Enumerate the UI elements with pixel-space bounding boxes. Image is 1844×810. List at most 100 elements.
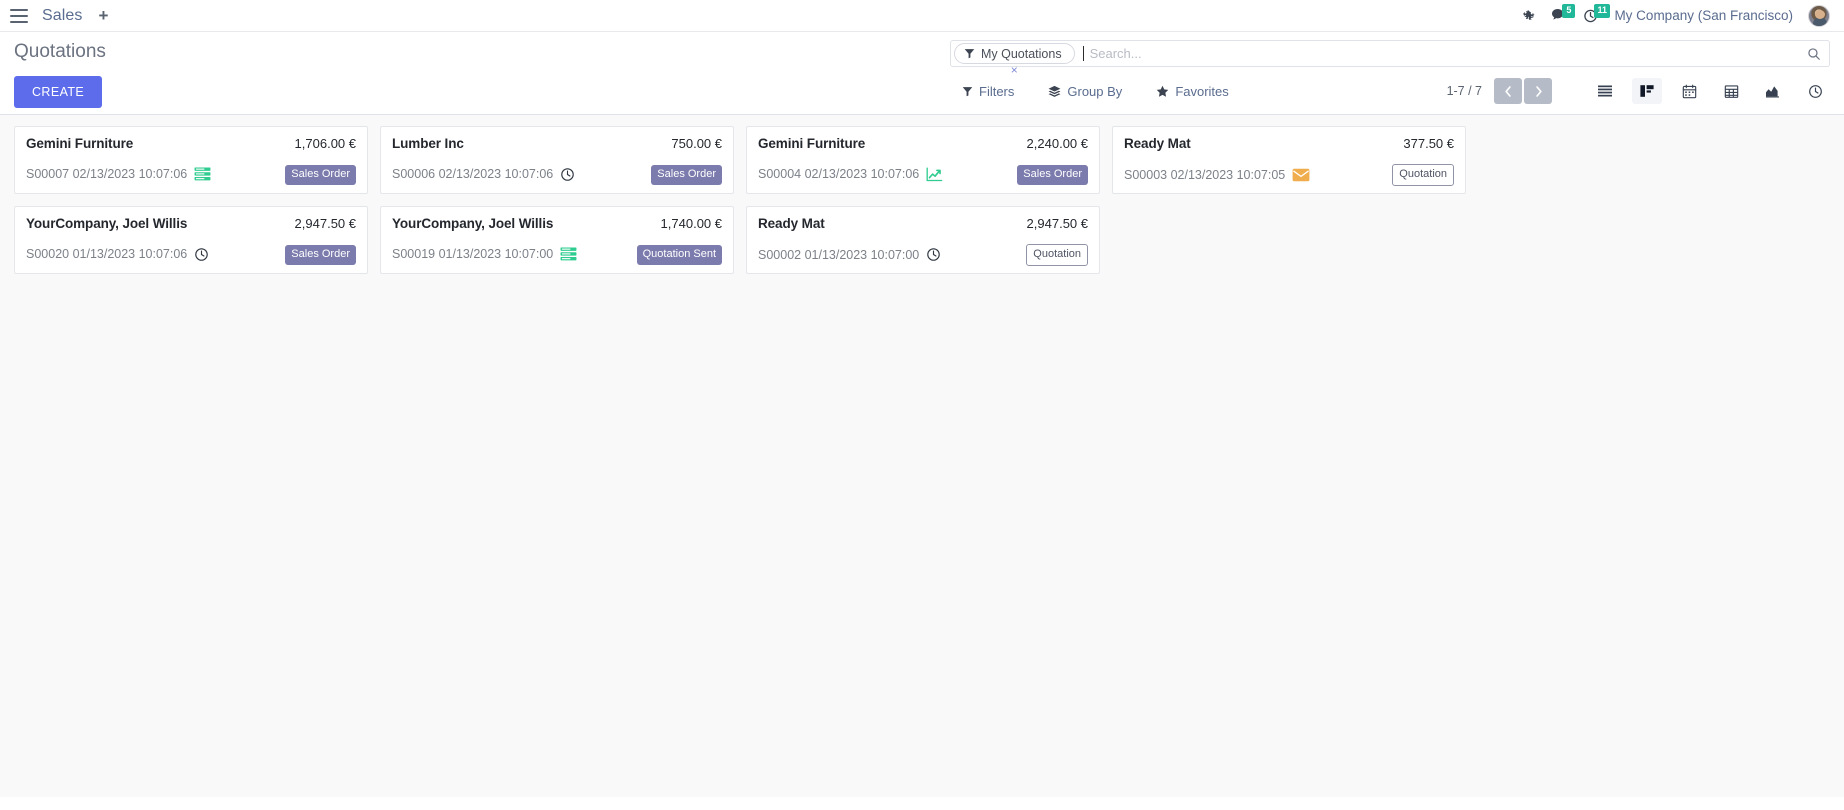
- search-facet-remove-icon[interactable]: ×: [1010, 63, 1018, 77]
- kanban-card-activity-clock-icon[interactable]: [194, 247, 209, 262]
- view-list-button[interactable]: [1590, 78, 1620, 104]
- kanban-card[interactable]: Gemini Furniture 1,706.00 € S00007 02/13/2…: [14, 125, 368, 194]
- kanban-card[interactable]: Ready Mat 2,947.50 € S00002 01/13/2023 10:…: [746, 205, 1100, 274]
- search-icon[interactable]: [1807, 47, 1821, 61]
- clock-icon: [195, 248, 209, 261]
- kanban-card-amount: 1,706.00 €: [294, 135, 356, 151]
- search-facet-my-quotations[interactable]: My Quotations ×: [954, 43, 1075, 76]
- kanban-card-reference: S00007 02/13/2023 10:07:06: [26, 167, 188, 182]
- kanban-card[interactable]: YourCompany, Joel Willis 1,740.00 € S00019…: [380, 205, 734, 274]
- status-badge: Sales Order: [651, 164, 722, 185]
- kanban-card-header: Gemini Furniture 2,240.00 €: [758, 136, 1088, 151]
- navbar-right: 5 11 My Company (San Francisco): [1522, 3, 1830, 27]
- view-pivot-button[interactable]: [1716, 78, 1746, 104]
- kanban-card-partner: Ready Mat: [758, 215, 825, 231]
- top-navbar: Sales + 5 11 My Company (San Francisco): [0, 0, 1844, 32]
- status-badge: Quotation Sent: [636, 244, 722, 265]
- messages-icon[interactable]: 5: [1551, 4, 1576, 23]
- status-badge: Sales Order: [1017, 164, 1088, 185]
- navbar-left: Sales +: [10, 7, 110, 25]
- filters-menu[interactable]: Filters: [962, 84, 1014, 99]
- status-badge: Quotation: [1026, 243, 1088, 266]
- kanban-card-state: Quotation: [1392, 163, 1454, 186]
- user-avatar[interactable]: [1808, 4, 1830, 27]
- create-button[interactable]: CREATE: [14, 75, 103, 108]
- search-input[interactable]: [1082, 46, 1807, 61]
- kanban-card-activity-green-list-icon[interactable]: [560, 247, 577, 261]
- kanban-card-amount: 1,740.00 €: [660, 215, 722, 231]
- kanban-card[interactable]: Gemini Furniture 2,240.00 € S00004 02/13/2…: [746, 125, 1100, 194]
- kanban-card-state: Quotation Sent: [636, 244, 722, 265]
- green-list-icon: [560, 247, 577, 261]
- kanban-card-reference: S00020 01/13/2023 10:07:06: [26, 247, 188, 262]
- kanban-card[interactable]: YourCompany, Joel Willis 2,947.50 € S00020…: [14, 205, 368, 274]
- page-title: Quotations: [14, 41, 106, 62]
- pager-and-views: 1-7 / 7: [1447, 78, 1830, 104]
- kanban-card-reference: S00002 01/13/2023 10:07:00: [758, 247, 920, 262]
- view-activity-button[interactable]: [1800, 78, 1830, 104]
- kanban-card-amount: 2,240.00 €: [1026, 135, 1088, 151]
- filters-menu-label: Filters: [979, 83, 1015, 99]
- kanban-card-partner: Lumber Inc: [392, 135, 464, 151]
- favorites-menu-label: Favorites: [1175, 83, 1229, 99]
- bug-icon[interactable]: [1522, 9, 1536, 23]
- activities-clock-icon[interactable]: 11: [1583, 3, 1610, 24]
- kanban-card-activity-orange-envelope-icon[interactable]: [1292, 168, 1310, 182]
- kanban-card-reference: S00006 02/13/2023 10:07:06: [392, 167, 554, 182]
- kanban-card-footer: S00020 01/13/2023 10:07:06 Sales Order: [26, 244, 356, 265]
- control-panel-right: My Quotations × Fi: [950, 40, 1830, 104]
- pager-buttons: [1492, 78, 1552, 104]
- kanban-card-state: Sales Order: [1017, 164, 1088, 185]
- kanban-card-header: Ready Mat 2,947.50 €: [758, 216, 1088, 231]
- kanban-card-activity-clock-icon[interactable]: [560, 167, 575, 182]
- view-graph-button[interactable]: [1758, 78, 1788, 104]
- activities-badge: 11: [1594, 3, 1610, 18]
- kanban-card-activity-clock-icon[interactable]: [926, 247, 941, 262]
- view-kanban-button[interactable]: [1632, 78, 1662, 104]
- kanban-card-header: Gemini Furniture 1,706.00 €: [26, 136, 356, 151]
- orange-envelope-icon: [1292, 168, 1310, 182]
- kanban-card-header: YourCompany, Joel Willis 2,947.50 €: [26, 216, 356, 231]
- kanban-card-footer: S00004 02/13/2023 10:07:06 Sales Order: [758, 164, 1088, 185]
- kanban-card-amount: 750.00 €: [671, 135, 722, 151]
- kanban-card-activity-green-list-icon[interactable]: [194, 167, 211, 181]
- kanban-card[interactable]: Ready Mat 377.50 € S00003 02/13/2023 10:07…: [1112, 125, 1466, 194]
- view-calendar-button[interactable]: [1674, 78, 1704, 104]
- chevron-left-icon: [1504, 85, 1511, 97]
- hamburger-icon[interactable]: [10, 8, 28, 23]
- group-by-menu-label: Group By: [1067, 83, 1123, 99]
- kanban-card-activity-green-trend-up-icon[interactable]: [926, 167, 943, 182]
- app-brand-sales[interactable]: Sales: [42, 6, 83, 24]
- kanban-card-footer: S00019 01/13/2023 10:07:00 Quotation Sen…: [392, 244, 722, 265]
- kanban-card-footer: S00003 02/13/2023 10:07:05 Quotation: [1124, 163, 1454, 186]
- kanban-card-header: Ready Mat 377.50 €: [1124, 136, 1454, 151]
- kanban-icon: [1640, 85, 1654, 97]
- pager-previous-button[interactable]: [1494, 78, 1522, 104]
- pager-next-button[interactable]: [1524, 78, 1552, 104]
- company-switcher[interactable]: My Company (San Francisco): [1614, 8, 1793, 23]
- kanban-card-footer: S00002 01/13/2023 10:07:00 Quotation: [758, 243, 1088, 266]
- list-icon: [1598, 85, 1612, 97]
- search-view[interactable]: My Quotations ×: [950, 40, 1830, 76]
- star-icon: [1157, 85, 1169, 97]
- kanban-card-partner: YourCompany, Joel Willis: [392, 215, 554, 231]
- new-tab-plus-icon[interactable]: +: [98, 6, 109, 25]
- group-by-menu[interactable]: Group By: [1048, 84, 1122, 99]
- kanban-card-state: Sales Order: [285, 164, 356, 185]
- kanban-card-reference: S00019 01/13/2023 10:07:00: [392, 247, 554, 262]
- kanban-view: Gemini Furniture 1,706.00 € S00007 02/13/2…: [0, 114, 1844, 797]
- kanban-card-header: Lumber Inc 750.00 €: [392, 136, 722, 151]
- status-badge: Sales Order: [285, 244, 356, 265]
- search-dropdown-menus: Filters Group By Fav: [950, 84, 1229, 99]
- kanban-card[interactable]: Lumber Inc 750.00 € S00006 02/13/2023 10:0…: [380, 125, 734, 194]
- green-list-icon: [194, 167, 211, 181]
- favorites-menu[interactable]: Favorites: [1156, 83, 1229, 99]
- green-trend-up-icon: [926, 167, 943, 182]
- filter-icon: [964, 49, 975, 59]
- kanban-card-state: Sales Order: [651, 164, 722, 185]
- messages-badge: 5: [1562, 4, 1576, 18]
- control-panel-left: Quotations CREATE: [14, 40, 950, 108]
- kanban-card-amount: 377.50 €: [1403, 135, 1454, 151]
- kanban-card-state: Quotation: [1026, 243, 1088, 266]
- control-panel-toolbar: Filters Group By Fav: [950, 78, 1830, 104]
